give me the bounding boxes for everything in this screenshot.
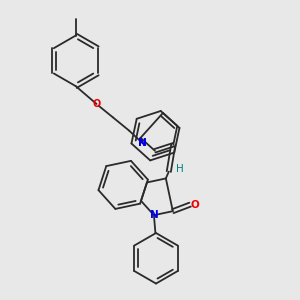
- Text: N: N: [138, 138, 147, 148]
- Text: N: N: [138, 138, 147, 148]
- Text: H: H: [176, 164, 184, 174]
- Text: O: O: [92, 99, 101, 109]
- Text: N: N: [150, 210, 158, 220]
- Text: O: O: [190, 200, 199, 210]
